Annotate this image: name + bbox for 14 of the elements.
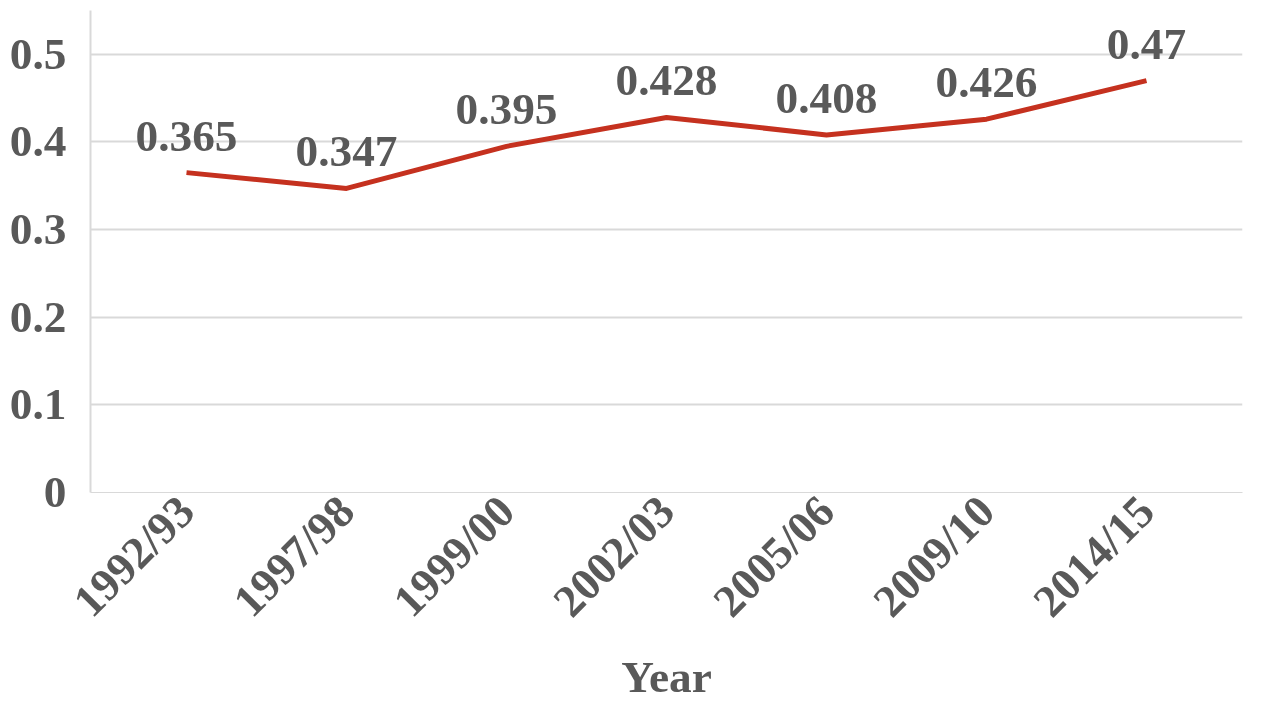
data-label: 0.408 [775,72,878,123]
y-tick-label: 0 [43,467,67,517]
data-label: 0.347 [295,126,398,177]
data-label: 0.426 [935,57,1038,108]
y-tick-label: 0.3 [9,204,67,255]
data-label: 0.365 [135,110,238,161]
y-tick-label: 0.4 [9,116,67,167]
data-label: 0.395 [455,84,558,135]
data-label: 0.428 [615,55,718,106]
y-tick-label: 0.1 [9,379,67,430]
data-label: 0.47 [1106,18,1187,69]
y-tick-label: 0.2 [9,291,67,342]
x-axis-title: Year [621,651,712,702]
y-tick-label: 0.5 [9,28,67,79]
